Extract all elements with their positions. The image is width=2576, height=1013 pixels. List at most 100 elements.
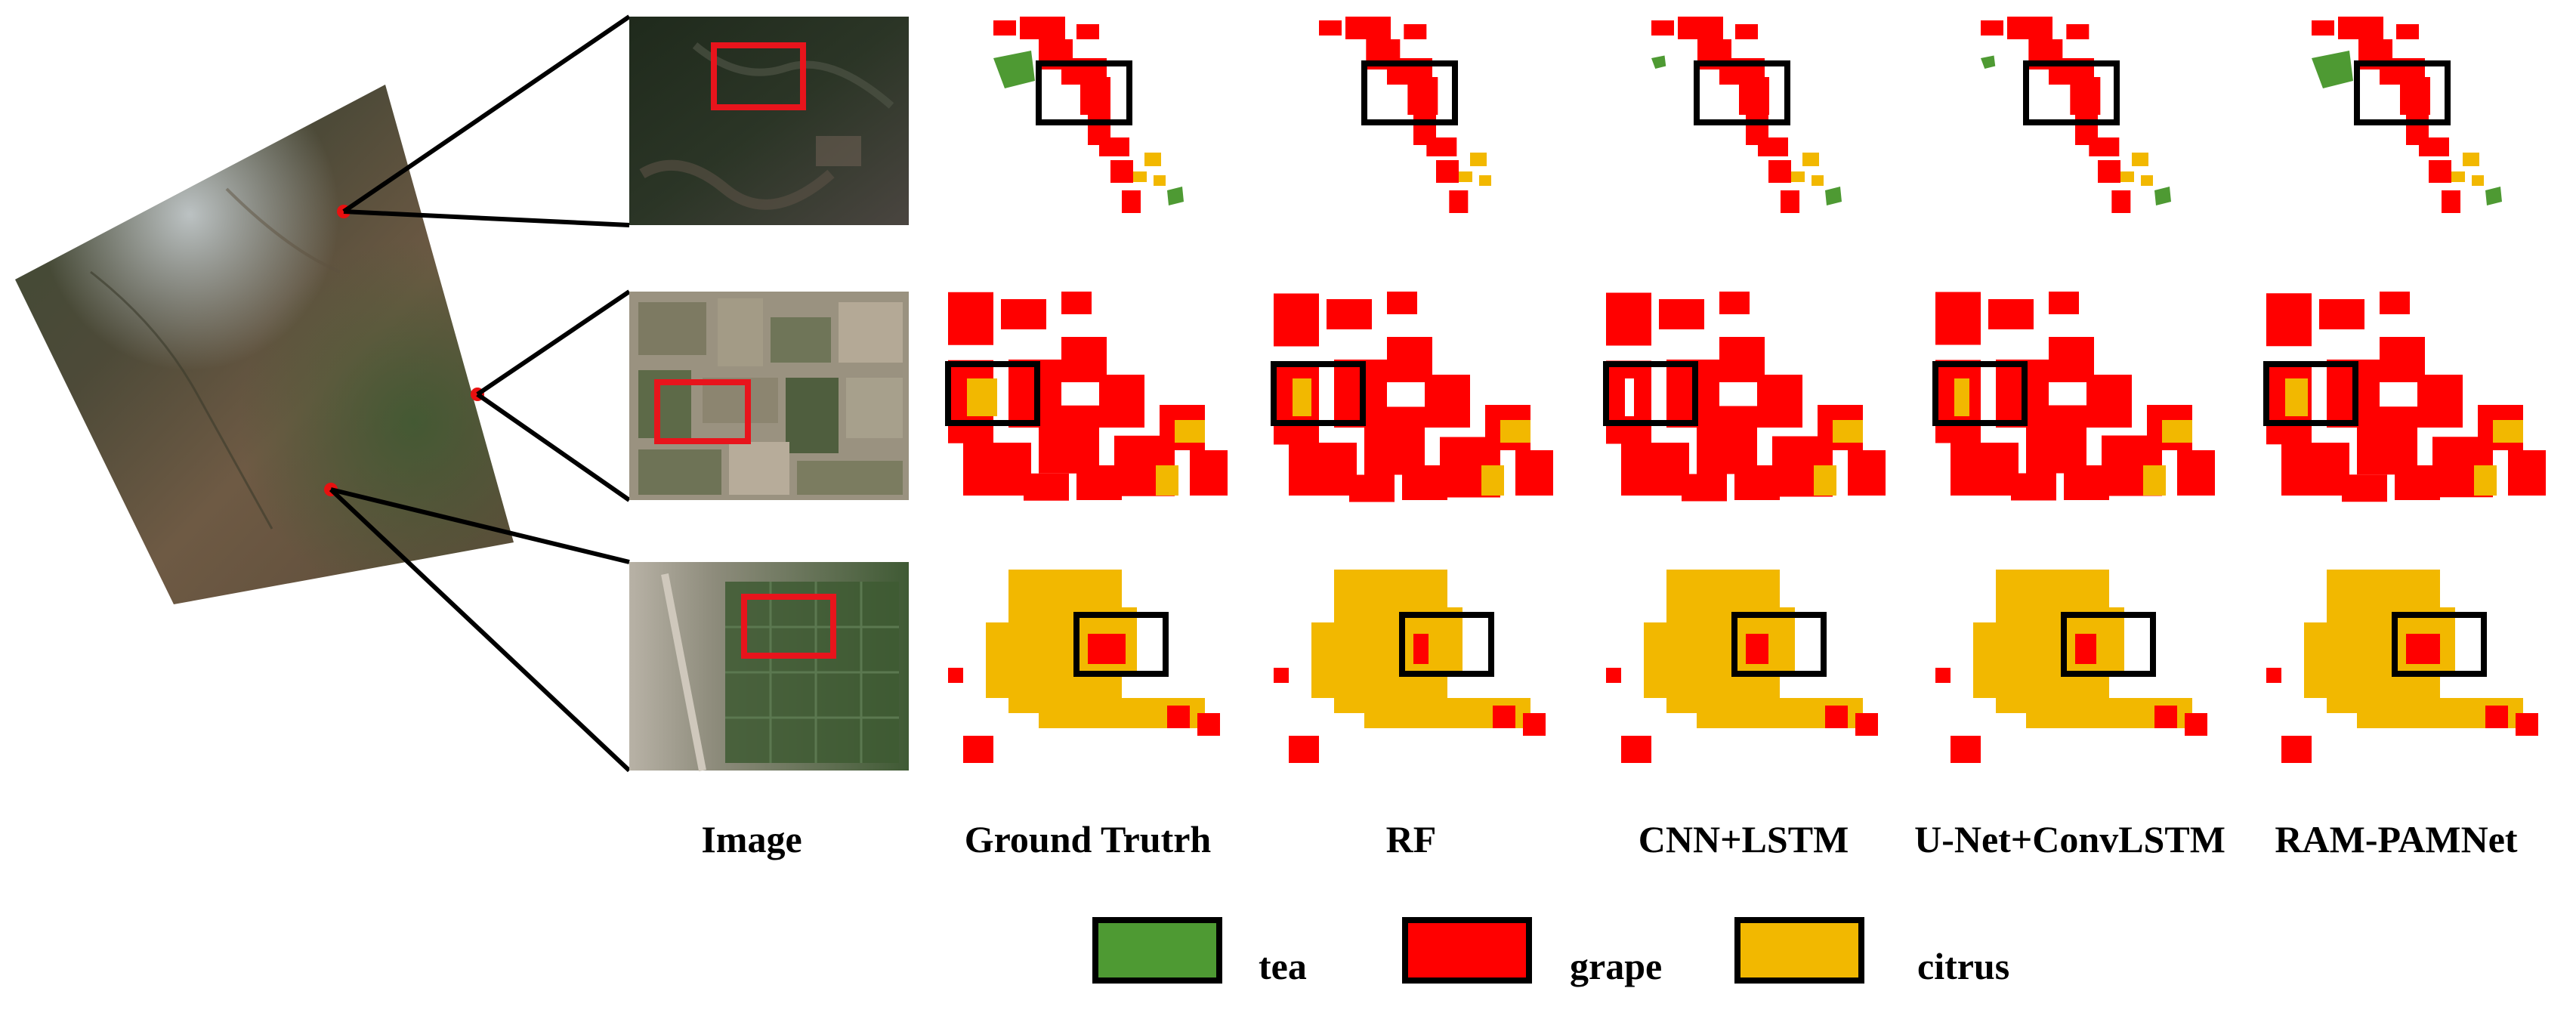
grape-region [1039,405,1099,474]
grape-region [1364,406,1425,475]
image-thumbnail-2 [629,292,909,500]
citrus-region [1425,607,1463,675]
grape-region [1122,190,1141,213]
grape-region [1606,292,1651,346]
grape-region [1659,299,1704,329]
grape-region [1020,17,1065,39]
grape-region [1746,634,1768,664]
grape-region [1088,634,1126,664]
citrus-region [1791,171,1805,182]
column-label-cnn-lstm: CNN+LSTM [1638,818,1849,860]
map-panel-ground-truth-row-1 [948,17,1228,225]
grape-region [1768,160,1791,183]
grape-region [1523,713,1546,736]
grape-region [2086,375,2132,428]
tea-region [1981,55,1996,69]
map-panel-ground-truth-row-2 [945,292,1228,501]
grape-region [1289,736,1319,763]
grape-region [2312,20,2334,36]
citrus-region [1500,420,1530,443]
citrus-region [2132,153,2148,166]
grape-region [1274,668,1289,683]
zoom-box-map [1731,612,1827,677]
grape-region [2342,474,2387,502]
grape-region [1349,474,1395,502]
classification-maps [945,17,2546,771]
legend-label-citrus: citrus [1917,945,2010,987]
column-label-ram-pamnet: RAM-PAMNet [2275,818,2518,860]
zoom-box-image-3 [741,594,836,659]
zoom-box-map [1932,361,2028,426]
legend-label-grape: grape [1570,945,1663,987]
tea-region [1651,55,1666,69]
map-panel-cnn-lstm-row-3 [1606,562,1886,771]
citrus-region [1144,153,1161,166]
column-label-image: Image [701,818,802,860]
grape-region [1345,17,1391,39]
tea-region [1825,187,1842,205]
grape-region [2396,24,2419,39]
zoom-box-map [2263,361,2358,426]
grape-region [1426,137,1457,156]
grape-region [1621,736,1651,763]
grape-region [1678,17,1723,39]
citrus-region [2493,420,2523,443]
grape-region [948,292,993,345]
grape-region [1606,668,1621,683]
grape-region [1319,20,1342,36]
citrus-region [2143,465,2166,496]
zoom-box-map [945,361,1040,426]
zoom-box-image-1 [711,42,806,110]
citrus-region [967,378,997,416]
citrus-region [1644,622,1742,698]
citrus-region [2162,420,2192,443]
connector-lines [329,14,632,773]
zoom-box-map [1361,60,1458,125]
grape-region [1167,706,1190,728]
map-panel-ram-pamnet-row-1 [2266,17,2546,225]
citrus-region [1175,420,1205,443]
grape-region [1099,137,1129,156]
citrus-region [1802,153,1819,166]
grape-region [1289,443,1357,496]
image-thumbnail-1 [629,17,909,225]
grape-region [2281,443,2349,496]
tea-region [2485,187,2502,205]
map-panel-cnn-lstm-row-1 [1606,17,1886,225]
grape-region [1935,668,1951,683]
map-panel-ram-pamnet-row-2 [2263,292,2546,502]
grape-region [963,443,1031,496]
grape-region [1110,160,1133,183]
grape-region [1825,706,1848,728]
grape-region [963,736,993,763]
grape-region [2395,465,2440,500]
grape-region [2089,137,2120,156]
grape-region [2177,450,2215,496]
grape-region [1981,20,2003,36]
grape-region [2007,17,2052,39]
citrus-region [2285,378,2308,416]
grape-region [1449,190,1469,213]
grape-region [1001,299,1046,329]
grape-region [1024,473,1069,501]
citrus-region [1814,465,1836,496]
citrus-region [1154,175,1166,186]
grape-region [1739,77,1769,115]
grape-region [1076,24,1099,39]
citrus-region [1973,622,2071,698]
grape-region [1734,465,1780,500]
grape-region [2419,137,2449,156]
citrus-region [1156,465,1178,496]
grape-region [1735,24,1758,39]
map-panel-ram-pamnet-row-3 [2266,562,2546,771]
map-panel-rf-row-1 [1274,17,1553,225]
citrus-region [1470,153,1487,166]
grape-region [948,668,963,683]
grape-region [2281,736,2312,763]
citrus-region [1833,420,1863,443]
map-panel-rf-row-2 [1271,292,1553,502]
grape-region [2185,713,2207,736]
column-label-unet-convlstm: U-Net+ConvLSTM [1914,818,2225,860]
grape-region [2417,375,2463,428]
